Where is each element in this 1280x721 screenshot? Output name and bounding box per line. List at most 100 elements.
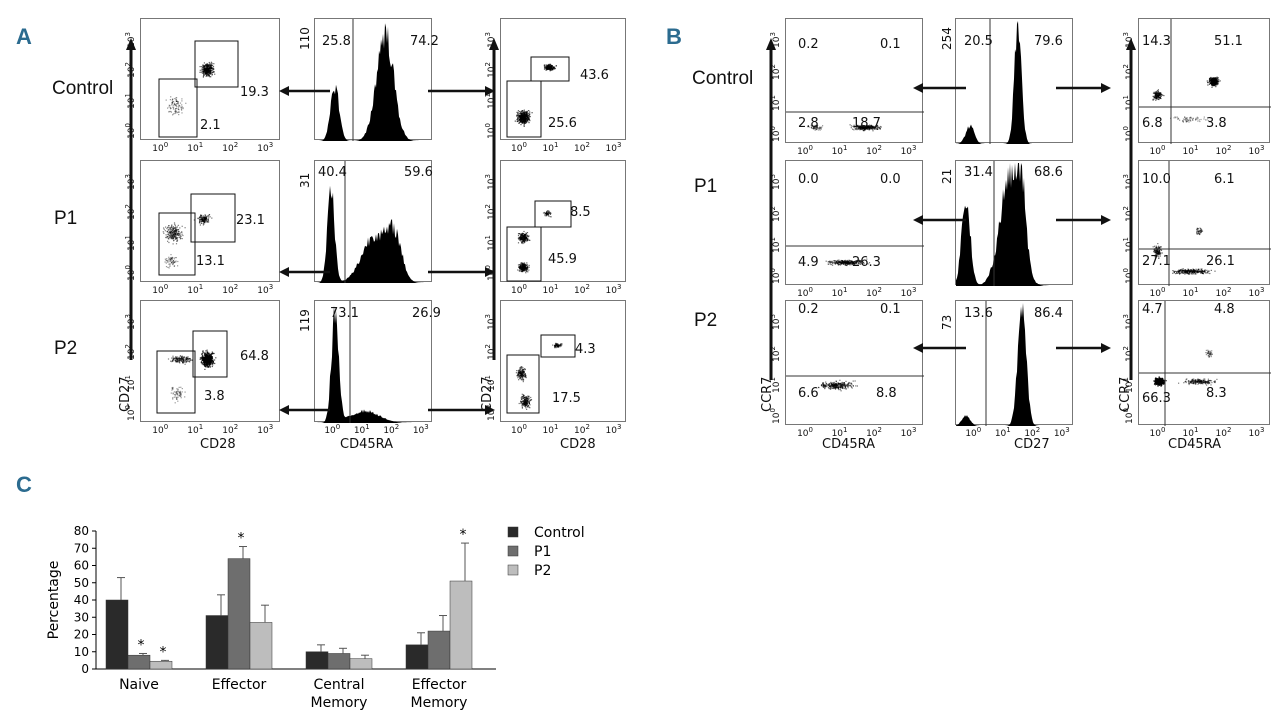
event-dot xyxy=(1154,247,1156,249)
event-dot xyxy=(544,215,546,217)
tick-base: 10 xyxy=(487,269,497,282)
event-dot xyxy=(1214,78,1216,80)
event-dot xyxy=(178,233,181,235)
b-arrow-right xyxy=(1056,83,1111,93)
event-dot xyxy=(199,221,201,223)
a-right-y-arrow xyxy=(489,38,499,360)
event-dot xyxy=(527,401,530,403)
event-dot xyxy=(185,361,187,364)
tick-base: 10 xyxy=(487,127,497,140)
event-dot xyxy=(528,398,530,400)
event-dot xyxy=(1216,83,1218,85)
event-dot xyxy=(845,262,847,264)
event-dot xyxy=(206,75,208,77)
event-dot xyxy=(520,114,522,116)
event-dot xyxy=(204,357,206,359)
event-dot xyxy=(819,126,821,128)
a-right-pct-lower: 45.9 xyxy=(548,252,577,267)
event-dot xyxy=(172,98,174,100)
event-dot xyxy=(177,108,179,110)
event-dot xyxy=(522,241,524,243)
event-dot xyxy=(523,265,525,268)
a-hist-pct-neg: 40.4 xyxy=(318,165,347,180)
event-dot xyxy=(521,115,523,117)
event-dot xyxy=(1205,272,1207,274)
event-dot xyxy=(183,359,185,361)
event-dot xyxy=(872,129,874,131)
event-dot xyxy=(555,342,557,344)
event-dot xyxy=(206,365,208,367)
event-dot xyxy=(174,357,176,359)
event-dot xyxy=(521,235,523,237)
event-dot xyxy=(207,351,209,353)
event-dot xyxy=(1178,270,1180,272)
event-dot xyxy=(168,259,170,261)
event-dot xyxy=(201,218,203,220)
event-dot xyxy=(175,390,177,393)
event-dot xyxy=(207,63,209,65)
tick-exponent: 2 xyxy=(769,205,777,211)
event-dot xyxy=(520,270,522,272)
histogram-area xyxy=(956,163,1074,286)
b-hist-ymax: 254 xyxy=(940,27,954,50)
tick-base: 10 xyxy=(324,426,336,436)
event-dot xyxy=(1185,271,1187,273)
tick-base: 10 xyxy=(831,147,844,157)
event-dot xyxy=(1157,255,1159,257)
event-dot xyxy=(1186,269,1188,271)
event-dot xyxy=(1205,119,1207,121)
event-dot xyxy=(550,64,552,66)
event-dot xyxy=(1157,91,1160,93)
event-dot xyxy=(202,222,204,225)
event-dot xyxy=(173,230,175,232)
event-dot xyxy=(1184,118,1186,120)
event-dot xyxy=(547,64,549,66)
tick-exponent: 3 xyxy=(424,423,429,431)
event-dot xyxy=(851,260,853,263)
tick-base: 10 xyxy=(1125,68,1135,80)
event-dot xyxy=(852,125,854,127)
event-dot xyxy=(176,394,179,396)
event-dot xyxy=(1189,117,1191,119)
b-arrow-left xyxy=(913,215,966,225)
event-dot xyxy=(172,108,175,110)
event-dot xyxy=(523,117,525,119)
event-dot xyxy=(868,129,870,131)
event-dot xyxy=(175,235,177,238)
event-dot xyxy=(523,239,525,241)
event-dot xyxy=(1188,270,1190,272)
a-left-plot-p1 xyxy=(140,160,280,282)
a-hist-pct-pos: 74.2 xyxy=(410,34,439,49)
b-left-pct: 4.9 xyxy=(798,255,819,270)
event-dot xyxy=(527,118,529,121)
event-dot xyxy=(202,64,204,67)
event-dot xyxy=(1187,271,1189,274)
b-left-ytick: 103 xyxy=(769,32,782,48)
event-dot xyxy=(524,113,527,115)
b-right-xtick: 102 xyxy=(1216,144,1232,157)
event-dot xyxy=(185,356,187,358)
event-dot xyxy=(518,379,520,381)
event-dot xyxy=(814,129,816,131)
tick-exponent: 0 xyxy=(124,123,132,128)
event-dot xyxy=(181,100,183,102)
tick-exponent: 2 xyxy=(877,286,882,294)
tick-base: 10 xyxy=(187,286,199,296)
event-dot xyxy=(1182,120,1184,122)
event-dot xyxy=(519,114,521,116)
event-dot xyxy=(1156,251,1158,253)
event-dot xyxy=(1162,94,1164,96)
event-dot xyxy=(815,128,817,130)
b-left-xtick: 102 xyxy=(866,286,882,299)
event-dot xyxy=(522,264,524,267)
event-dot xyxy=(525,237,527,239)
event-dot xyxy=(207,352,209,354)
event-dot xyxy=(211,67,213,69)
event-dot xyxy=(206,68,208,70)
event-dot xyxy=(525,266,527,268)
event-dot xyxy=(1194,273,1196,275)
event-dot xyxy=(209,362,211,364)
event-dot xyxy=(175,357,177,359)
b-right-plot-p1 xyxy=(1138,160,1271,286)
event-dot xyxy=(545,212,548,214)
